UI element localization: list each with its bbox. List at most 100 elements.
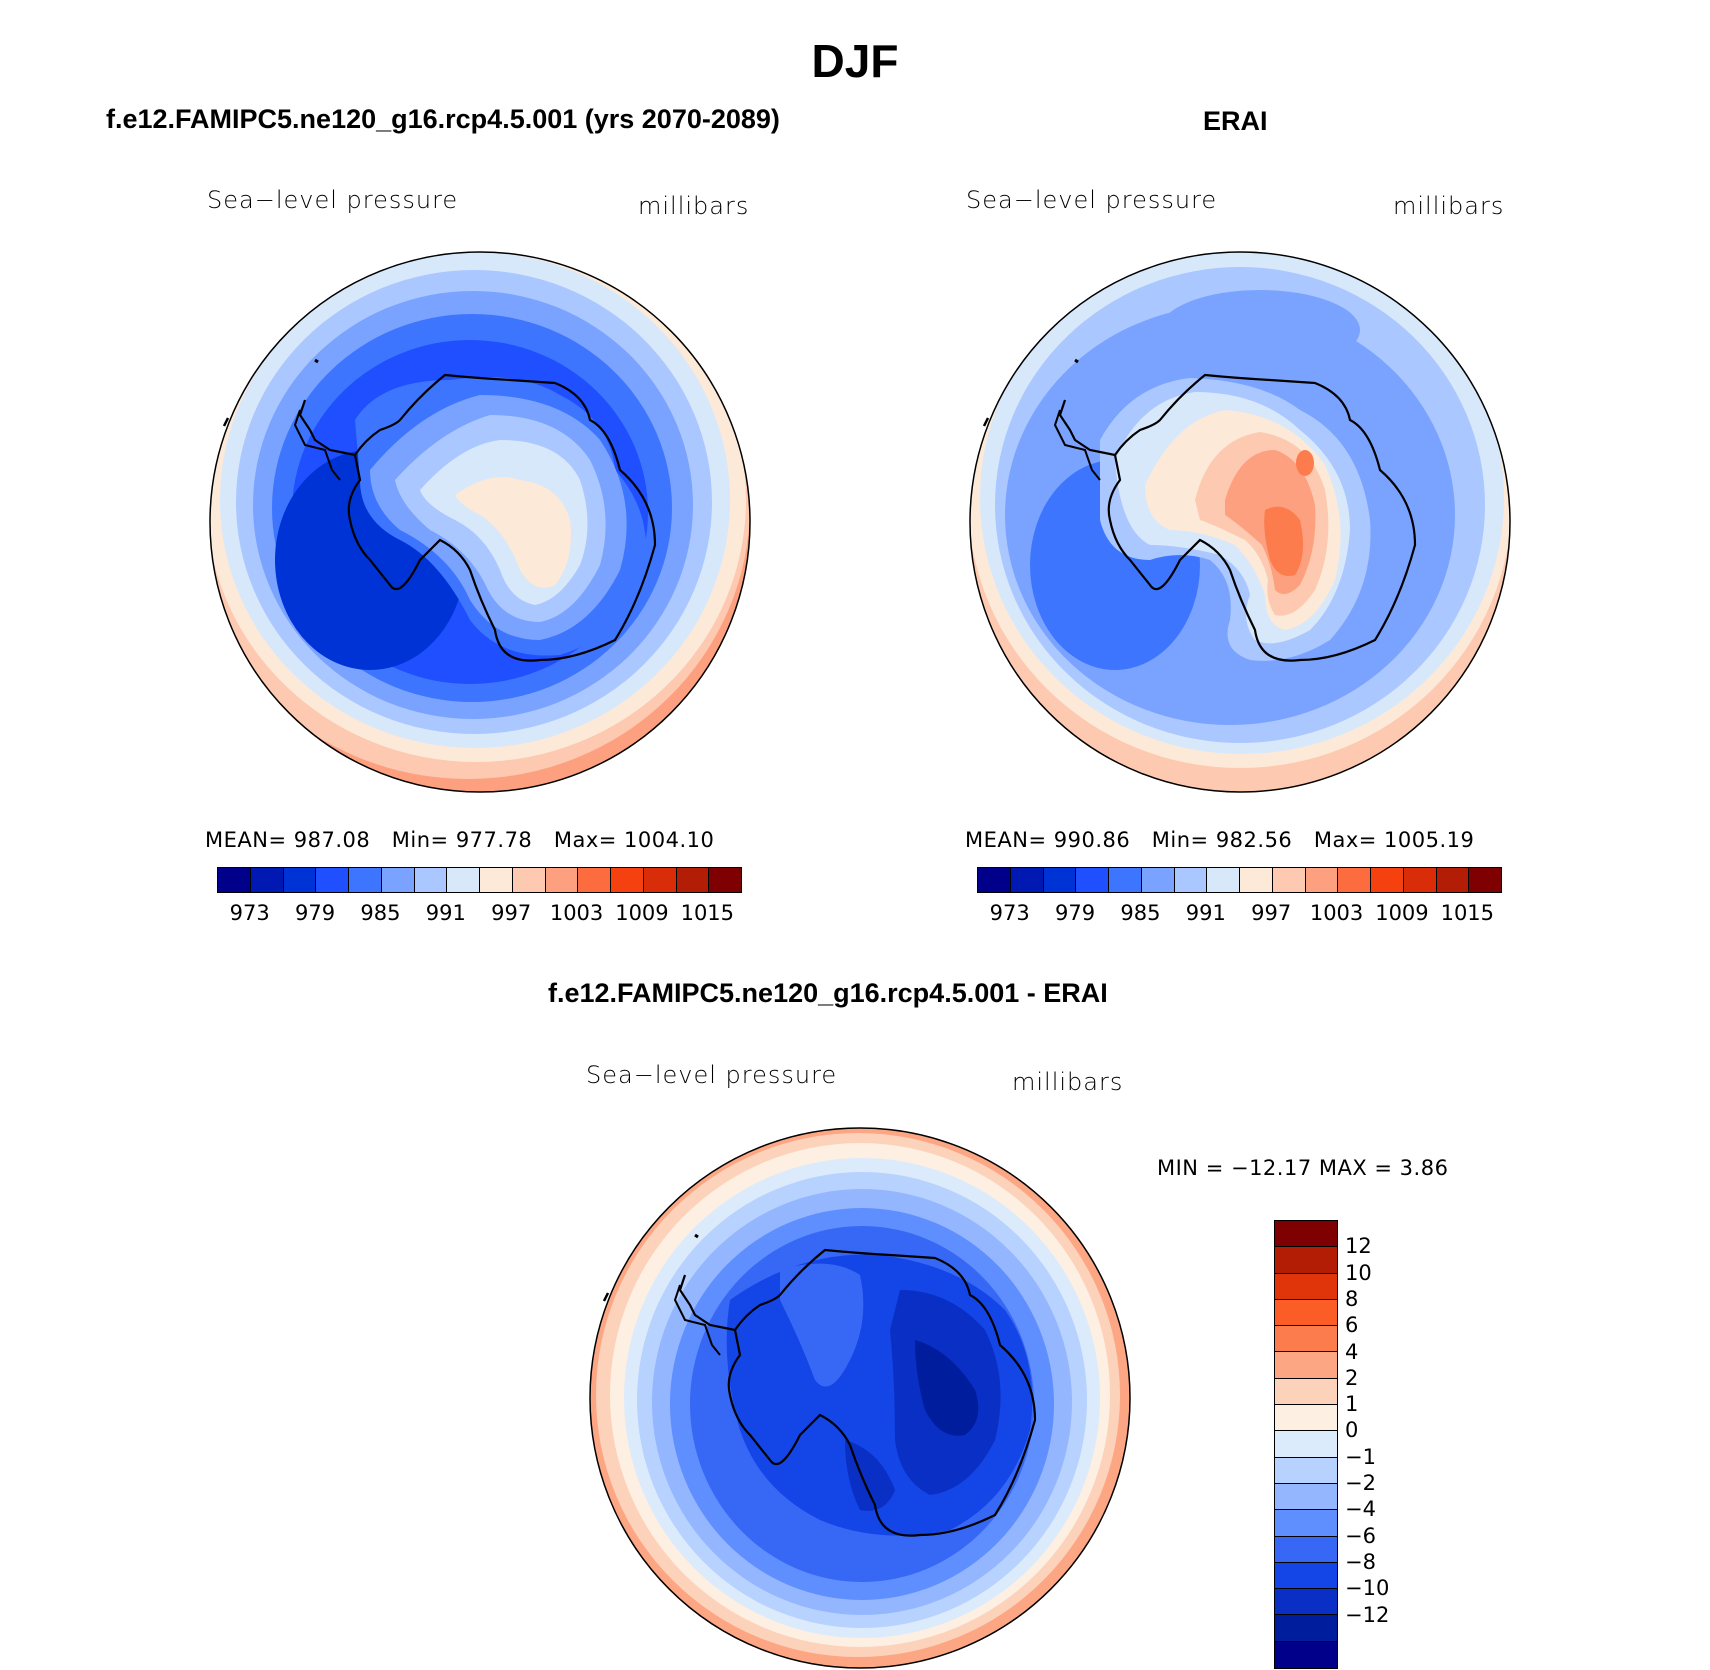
model-colorbar-box <box>349 868 382 892</box>
model-colorbar-box <box>643 868 677 892</box>
model-colorbar-box <box>480 868 513 892</box>
diff-colorbar-box <box>1275 1299 1337 1327</box>
diff-colorbar-label: 0 <box>1345 1418 1359 1443</box>
obs-colorbar-tick-label: 1015 <box>1440 901 1495 925</box>
diff-colorbar-box <box>1275 1405 1337 1432</box>
diff-colorbar-box <box>1275 1510 1337 1537</box>
diff-colorbar-label: −1 <box>1345 1444 1376 1469</box>
diff-colorbar-box <box>1275 1615 1337 1642</box>
diff-colorbar <box>1274 1220 1338 1670</box>
diff-stats: MIN = −12.17 MAX = 3.86 <box>1157 1156 1449 1180</box>
model-units-label: millibars <box>638 192 750 220</box>
obs-colorbar-box <box>1403 868 1437 892</box>
diff-colorbar-box <box>1275 1431 1337 1458</box>
diff-colorbar-label: 6 <box>1345 1313 1359 1338</box>
obs-variable-label: Sea−level pressure <box>966 186 1218 214</box>
obs-colorbar-box <box>1207 868 1240 892</box>
diff-colorbar-box <box>1275 1589 1337 1616</box>
obs-colorbar-box <box>1076 868 1109 892</box>
diff-colorbar-label: −2 <box>1345 1471 1376 1495</box>
model-colorbar-box <box>676 868 710 892</box>
obs-colorbar-box <box>1010 868 1044 892</box>
obs-colorbar-tick-label: 997 <box>1251 901 1292 925</box>
diff-colorbar-box <box>1275 1641 1337 1669</box>
obs-colorbar-box <box>1436 868 1470 892</box>
diff-colorbar-box <box>1275 1221 1337 1248</box>
model-colorbar-box <box>250 868 284 892</box>
model-colorbar-box <box>414 868 448 892</box>
diff-colorbar-box <box>1275 1326 1337 1353</box>
model-colorbar-tick-label: 1009 <box>615 901 669 925</box>
model-colorbar-tick-label: 997 <box>491 901 532 925</box>
diff-units-label: millibars <box>1012 1068 1124 1096</box>
model-colorbar-tick-label: 991 <box>425 901 466 925</box>
model-colorbar-tick-label: 1015 <box>680 901 735 925</box>
model-colorbar-tick-label: 985 <box>360 901 401 925</box>
model-colorbar-box <box>578 868 611 892</box>
obs-colorbar-tick-label: 979 <box>1055 901 1096 925</box>
figure-title: DJF <box>811 35 899 87</box>
obs-colorbar-box <box>978 868 1011 892</box>
model-colorbar-box <box>218 868 251 892</box>
model-colorbar-box <box>381 868 415 892</box>
obs-colorbar-box <box>1174 868 1208 892</box>
obs-colorbar-box <box>1338 868 1371 892</box>
obs-colorbar-tick-label: 1003 <box>1309 901 1364 925</box>
obs-colorbar-tick-label: 991 <box>1185 901 1226 925</box>
diff-colorbar-label: −6 <box>1345 1523 1376 1548</box>
obs-stats: MEAN= 990.86 Min= 982.56 Max= 1005.19 <box>965 828 1475 852</box>
obs-colorbar-box <box>1305 868 1339 892</box>
diff-colorbar-label: 12 <box>1345 1234 1372 1259</box>
obs-colorbar-tick-label: 973 <box>989 901 1030 925</box>
obs-colorbar-labels: 973 979 985 991 997 1003 1009 1015 <box>977 901 1500 931</box>
obs-colorbar-box <box>1371 868 1404 892</box>
diff-colorbar-label: 2 <box>1345 1365 1359 1390</box>
diff-colorbar-label: −4 <box>1345 1497 1376 1522</box>
obs-colorbar-box <box>1043 868 1077 892</box>
diff-case-title: f.e12.FAMIPC5.ne120_g16.rcp4.5.001 - ERA… <box>548 978 1108 1008</box>
diff-colorbar-label: 1 <box>1345 1392 1359 1417</box>
model-colorbar-box <box>447 868 480 892</box>
obs-colorbar-box <box>1469 868 1501 892</box>
diff-colorbar-box <box>1275 1247 1337 1274</box>
model-colorbar-box <box>545 868 579 892</box>
obs-colorbar-box <box>1109 868 1142 892</box>
diff-colorbar-box <box>1275 1457 1337 1484</box>
diff-colorbar-label: −10 <box>1345 1576 1390 1601</box>
obs-units-label: millibars <box>1393 192 1505 220</box>
diff-colorbar-box <box>1275 1536 1337 1563</box>
model-colorbar-box <box>316 868 349 892</box>
obs-colorbar-tick-label: 985 <box>1120 901 1161 925</box>
diff-colorbar-box <box>1275 1378 1337 1406</box>
obs-colorbar-box <box>1272 868 1306 892</box>
model-stats: MEAN= 987.08 Min= 977.78 Max= 1004.10 <box>205 828 715 852</box>
model-case-title: f.e12.FAMIPC5.ne120_g16.rcp4.5.001 (yrs … <box>106 104 780 134</box>
diff-colorbar-labels: 12 10 8 6 4 2 1 0 −1 −2 −4 −6 −8 −10 −12 <box>1345 1220 1425 1670</box>
obs-colorbar <box>977 867 1502 893</box>
model-colorbar-box <box>611 868 644 892</box>
diff-colorbar-box <box>1275 1483 1337 1511</box>
model-colorbar-box <box>512 868 546 892</box>
model-variable-label: Sea−level pressure <box>207 186 459 214</box>
diff-colorbar-box <box>1275 1562 1337 1590</box>
diff-colorbar-label: 10 <box>1345 1260 1372 1285</box>
diff-colorbar-label: 4 <box>1345 1339 1359 1364</box>
model-colorbar <box>217 867 742 893</box>
obs-colorbar-tick-label: 1009 <box>1375 901 1429 925</box>
diff-colorbar-box <box>1275 1352 1337 1379</box>
model-colorbar-tick-label: 979 <box>295 901 336 925</box>
diff-colorbar-label: −8 <box>1345 1549 1376 1574</box>
obs-colorbar-box <box>1141 868 1175 892</box>
model-colorbar-tick-label: 1003 <box>549 901 604 925</box>
model-colorbar-box <box>709 868 741 892</box>
model-colorbar-labels: 973 979 985 991 997 1003 1009 1015 <box>217 901 740 931</box>
diff-variable-label: Sea−level pressure <box>586 1061 838 1089</box>
diff-colorbar-label: 8 <box>1345 1286 1359 1311</box>
diff-colorbar-box <box>1275 1273 1337 1300</box>
obs-case-title: ERAI <box>1203 106 1268 136</box>
model-colorbar-tick-label: 973 <box>229 901 270 925</box>
obs-colorbar-box <box>1240 868 1273 892</box>
